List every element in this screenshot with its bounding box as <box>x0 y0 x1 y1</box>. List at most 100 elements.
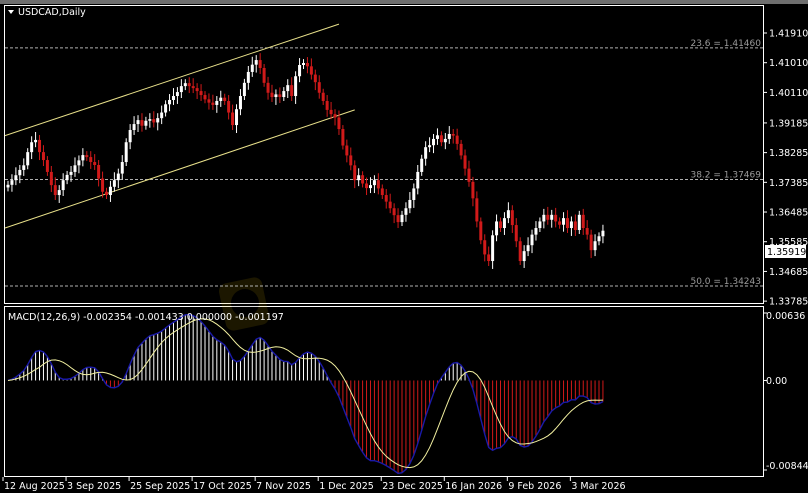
triangle-down-icon[interactable] <box>8 10 14 14</box>
candle-body <box>81 155 85 161</box>
candle <box>317 75 321 99</box>
price-axis: 1.41910 1.41010 1.40110 1.39185 1.38285 1.373… <box>763 29 808 472</box>
candle-body <box>380 188 384 196</box>
candle-body <box>447 133 451 139</box>
price-pane[interactable] <box>4 5 764 304</box>
candle-body <box>337 117 341 130</box>
candle-body <box>116 173 120 181</box>
candle <box>502 212 506 235</box>
candle <box>132 116 136 135</box>
candle-body <box>562 218 566 225</box>
candle-body <box>175 92 179 97</box>
candle <box>601 224 605 244</box>
candle <box>365 177 369 196</box>
macd-pane[interactable] <box>4 306 764 477</box>
candle-body <box>41 152 45 161</box>
candle-body <box>581 214 585 229</box>
candle-body <box>77 160 81 166</box>
candle <box>294 71 298 104</box>
candle-body <box>325 100 329 110</box>
candle-body <box>171 96 175 100</box>
candle <box>361 171 365 188</box>
candle-body <box>22 165 26 170</box>
candle-body <box>443 138 447 143</box>
candle <box>459 139 463 160</box>
date-tick-label: 3 Sep 2025 <box>67 481 121 492</box>
date-tick-label: 16 Jan 2026 <box>445 481 502 492</box>
candle <box>400 210 404 227</box>
candle <box>258 53 262 74</box>
price-tick-label: 1.38285 <box>769 148 808 159</box>
date-tick-label: 25 Sep 2025 <box>130 481 190 492</box>
price-tick-label: 1.34685 <box>769 267 808 278</box>
candle-body <box>65 174 69 181</box>
candle-body <box>565 218 569 229</box>
candle-body <box>199 91 203 96</box>
candle <box>6 180 10 192</box>
price-tick-label: 1.41910 <box>769 29 808 40</box>
candle-body <box>601 230 605 237</box>
price-tick-label: 1.35585 <box>769 237 808 248</box>
candle <box>349 147 353 171</box>
candle <box>152 111 156 128</box>
fibonacci-levels: 23.6 = 1.41460 38.2 = 1.37469 50.0 = 1.342… <box>5 39 763 287</box>
candle <box>589 229 593 259</box>
candle <box>479 217 483 245</box>
candle-body <box>211 102 215 105</box>
candle <box>179 79 183 99</box>
candle <box>270 84 274 102</box>
candle <box>558 217 562 229</box>
candle <box>372 175 376 194</box>
candle-body <box>349 155 353 166</box>
candle <box>337 110 341 135</box>
candle-body <box>45 160 49 172</box>
candle-body <box>514 225 518 242</box>
candle-body <box>396 215 400 223</box>
candle <box>538 217 542 232</box>
candle <box>585 220 589 240</box>
candle <box>105 187 108 199</box>
candle-body <box>112 180 116 187</box>
candle-body <box>400 214 404 223</box>
candle <box>302 59 305 69</box>
candle-body <box>435 135 439 139</box>
candle-body <box>238 96 242 110</box>
candle-body <box>26 152 30 166</box>
candle <box>93 154 97 170</box>
candle <box>219 90 223 107</box>
price-tick-label: 1.39185 <box>769 118 808 129</box>
candle <box>542 208 546 229</box>
candle-body <box>510 210 514 226</box>
candle-body <box>353 165 357 181</box>
candle <box>41 145 45 166</box>
candle-body <box>412 188 416 200</box>
candle <box>439 131 443 147</box>
current-price: 1.35919 <box>767 247 806 258</box>
candle-body <box>160 112 164 119</box>
candle-body <box>573 221 577 231</box>
candle-body <box>286 85 290 92</box>
candle <box>223 93 227 105</box>
candle <box>227 95 231 120</box>
candle-body <box>333 114 337 118</box>
chart-title: USDCAD,Daily <box>18 7 86 18</box>
candle <box>266 76 270 100</box>
candle-body <box>554 214 558 222</box>
candle <box>428 137 432 153</box>
candle <box>45 156 49 176</box>
channel-lower-line[interactable] <box>4 109 355 229</box>
candle <box>262 64 266 87</box>
window-top-border <box>0 0 808 4</box>
candle-body <box>502 218 506 229</box>
candle-body <box>530 234 534 246</box>
candle <box>309 58 313 80</box>
candle <box>65 170 69 185</box>
candle-body <box>302 63 305 66</box>
candle-body <box>203 95 207 100</box>
channel-upper-line[interactable] <box>4 23 340 137</box>
candle <box>57 185 61 203</box>
candle <box>171 88 175 105</box>
candle <box>140 113 144 132</box>
